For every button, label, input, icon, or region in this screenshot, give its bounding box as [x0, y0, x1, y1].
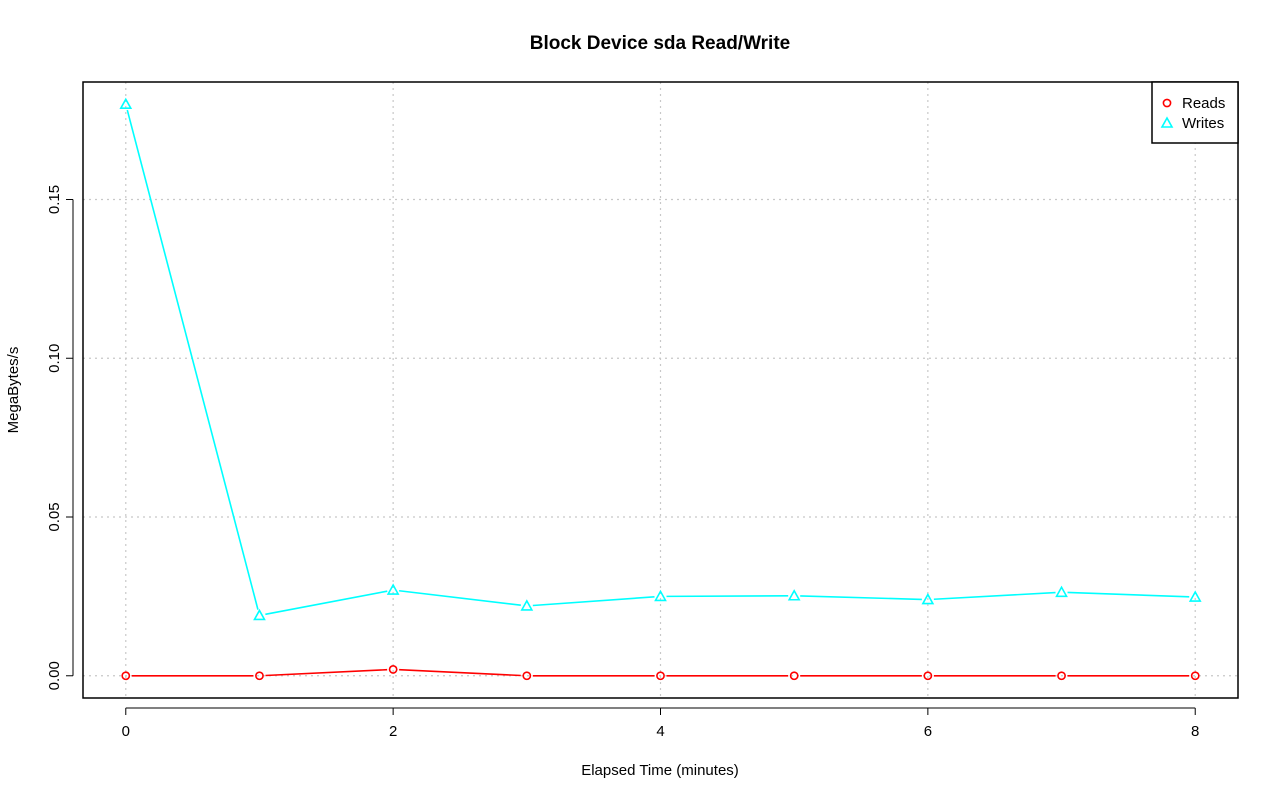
series-reads [121, 665, 1200, 681]
writes-point [253, 608, 266, 621]
writes-point [386, 583, 400, 595]
writes-point [1188, 590, 1202, 602]
grid-lines [83, 82, 1238, 698]
x-axis: 0 2 4 6 8 [122, 707, 1199, 740]
reads-point [388, 665, 398, 674]
legend-reads-marker [1162, 98, 1172, 108]
writes-point [1055, 585, 1068, 598]
writes-line-segment [399, 589, 521, 607]
y-tick-label: 0.00 [46, 661, 63, 690]
legend-writes-marker [1160, 116, 1174, 128]
reads-point [121, 671, 131, 681]
reads-point [255, 671, 264, 681]
x-axis-label: Elapsed Time (minutes) [581, 762, 739, 779]
reads-point [1190, 671, 1200, 681]
writes-line-segment [126, 109, 259, 610]
reads-point [1057, 671, 1066, 681]
reads-point [656, 671, 665, 681]
y-axis-label: MegaBytes/s [5, 347, 22, 434]
writes-point [921, 592, 935, 605]
legend-writes-label: Writes [1182, 115, 1224, 132]
reads-line-segment [265, 668, 388, 677]
x-tick-label: 6 [924, 723, 932, 740]
x-tick-label: 0 [122, 723, 130, 740]
writes-line-segment [532, 596, 655, 607]
writes-line-segment [1067, 591, 1190, 598]
legend-box [1151, 81, 1239, 144]
legend-reads-label: Reads [1182, 95, 1225, 112]
x-tick-label: 4 [656, 723, 664, 740]
x-tick-label: 2 [389, 723, 397, 740]
y-tick-label: 0.10 [46, 344, 63, 373]
legend: Reads Writes [1151, 81, 1239, 144]
writes-line-segment [265, 590, 388, 616]
writes-point [654, 589, 667, 602]
writes-line-segment [800, 595, 922, 601]
y-tick-label: 0.15 [46, 185, 63, 214]
x-tick-label: 8 [1191, 723, 1199, 740]
series-layer [119, 97, 1202, 681]
writes-point [520, 599, 534, 611]
plot-frame [82, 81, 1239, 699]
series-writes [119, 97, 1202, 621]
chart-title: Block Device sda Read/Write [530, 33, 790, 54]
reads-point [522, 671, 532, 681]
writes-point [787, 589, 801, 601]
writes-line-segment [666, 594, 789, 598]
reads-point [789, 671, 799, 681]
writes-point [119, 97, 133, 110]
y-tick-label: 0.05 [46, 502, 63, 531]
reads-line-segment [399, 668, 521, 677]
y-axis: 0.00 0.05 0.10 0.15 [46, 185, 74, 690]
reads-point [923, 671, 933, 681]
writes-line-segment [933, 591, 1056, 601]
